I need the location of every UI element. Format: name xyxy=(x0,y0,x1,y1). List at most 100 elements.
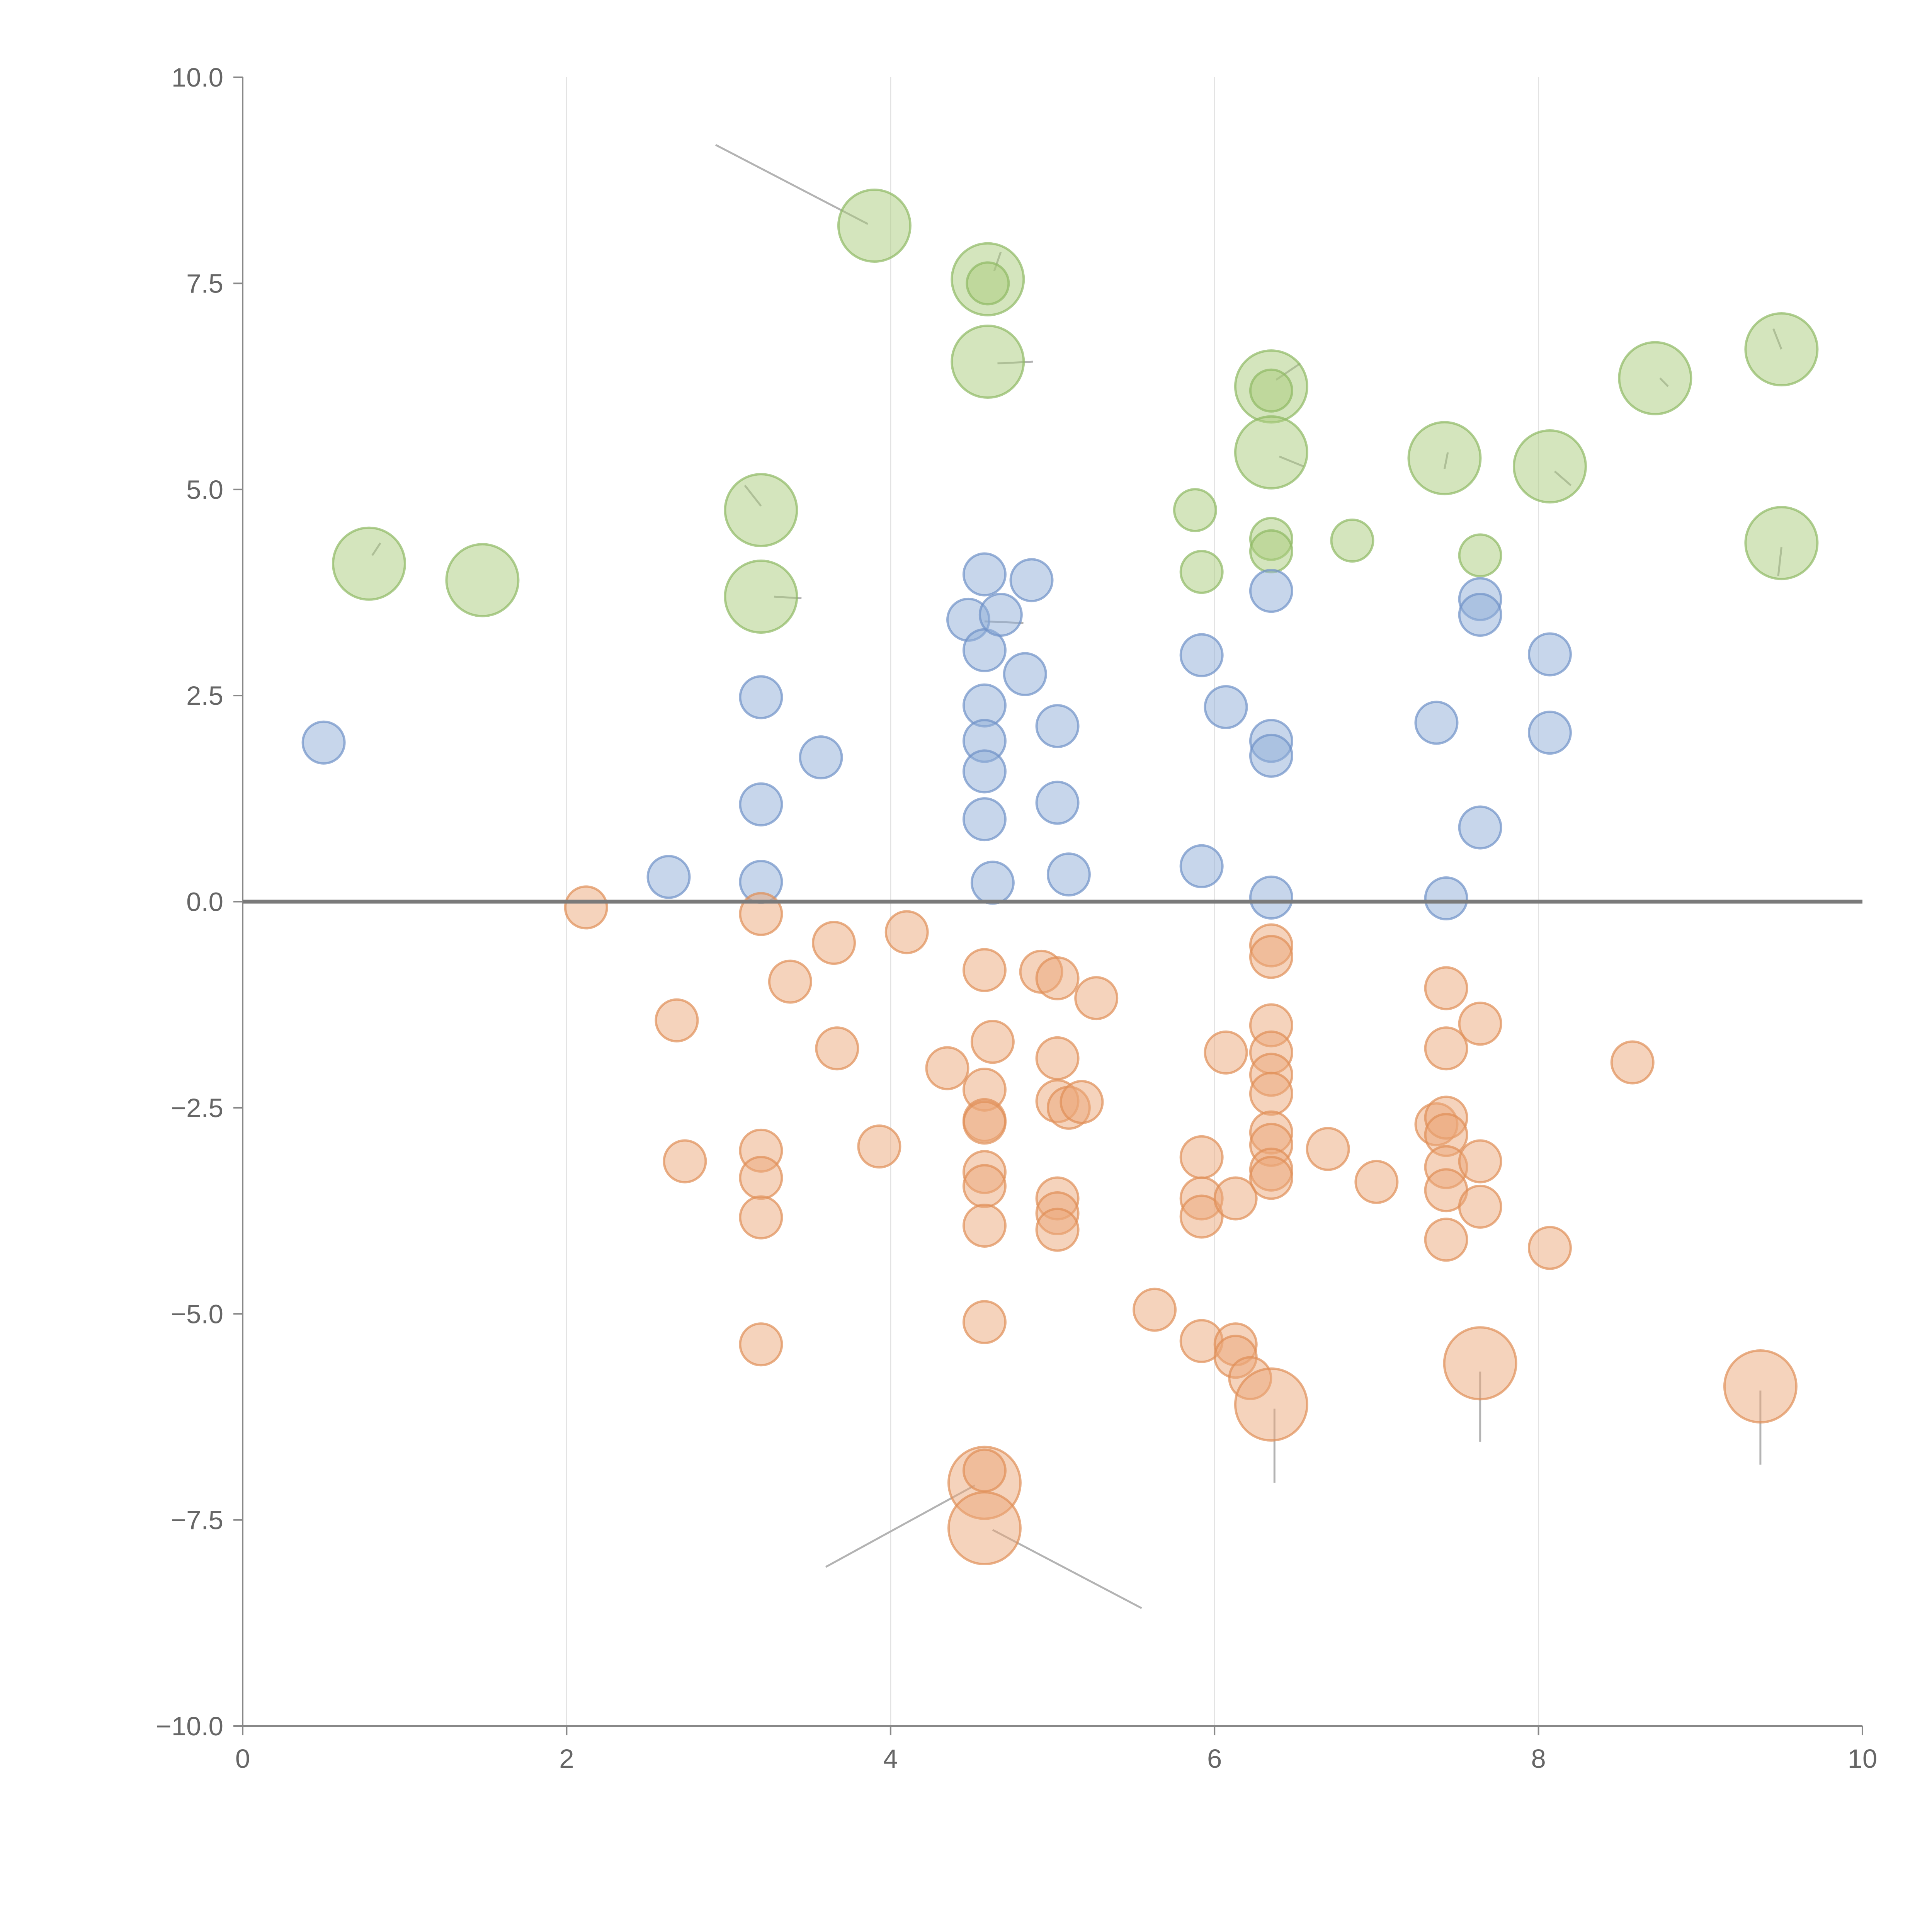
blue-bubble xyxy=(1179,844,1224,888)
blue-bubble xyxy=(739,675,783,719)
orange-bubble xyxy=(1234,1367,1308,1442)
orange-bubble xyxy=(739,892,783,936)
orange-bubble xyxy=(739,1195,783,1240)
orange-bubble xyxy=(1458,1002,1502,1046)
axis-layer xyxy=(233,77,1863,1735)
orange-bubble xyxy=(1424,1218,1468,1262)
blue-bubble xyxy=(978,593,1023,637)
blue-bubble xyxy=(962,552,1007,597)
orange-bubble xyxy=(739,1156,783,1200)
green-bubble xyxy=(1234,415,1308,490)
green-bubble xyxy=(951,325,1025,399)
orange-bubble xyxy=(768,959,812,1004)
orange-bubble xyxy=(739,1322,783,1367)
orange-bubble xyxy=(1035,1208,1080,1252)
orange-bubble xyxy=(1723,1349,1798,1423)
orange-bubble xyxy=(655,998,699,1043)
x-tick-label: 10 xyxy=(1848,1744,1878,1774)
y-tick-label: 7.5 xyxy=(186,269,223,298)
x-tick-label: 8 xyxy=(1531,1744,1546,1774)
y-tick-label: −7.5 xyxy=(171,1505,223,1535)
bubble-layer xyxy=(301,189,1819,1565)
green-bubble xyxy=(1744,506,1819,580)
orange-bubble xyxy=(1424,966,1468,1010)
y-tick-label: 5.0 xyxy=(186,475,223,505)
x-tick-label: 0 xyxy=(235,1744,250,1774)
y-tick-label: 0.0 xyxy=(186,887,223,917)
blue-bubble xyxy=(1249,569,1293,613)
x-tick-label: 4 xyxy=(883,1744,898,1774)
green-bubble xyxy=(1249,529,1293,573)
blue-bubble xyxy=(1527,711,1572,755)
blue-bubble xyxy=(799,735,843,780)
blue-bubble xyxy=(1414,701,1459,745)
orange-bubble xyxy=(663,1139,707,1184)
orange-bubble xyxy=(1249,935,1293,979)
orange-bubble xyxy=(1179,1135,1224,1179)
x-tick-label: 2 xyxy=(559,1744,574,1774)
orange-bubble xyxy=(1354,1160,1399,1204)
green-bubble xyxy=(724,560,798,634)
orange-bubble xyxy=(962,948,1007,992)
orange-bubble xyxy=(1213,1176,1258,1221)
orange-bubble xyxy=(815,1026,859,1071)
tick-label-layer: 0 2 4 6 8 10 10.0 7.5 5.0 2.5 0.0 −2.5 −5.0 −7.5 −10.0 xyxy=(156,63,1877,1774)
annotation-leader-line xyxy=(825,1484,975,1568)
blue-bubble xyxy=(1458,805,1502,850)
orange-bubble xyxy=(962,1300,1007,1344)
green-bubble xyxy=(724,473,798,548)
blue-bubble xyxy=(1249,733,1293,778)
orange-bubble xyxy=(947,1491,1022,1565)
orange-bubble xyxy=(1610,1040,1655,1085)
blue-bubble xyxy=(301,720,346,765)
blue-bubble xyxy=(962,797,1007,842)
green-bubble xyxy=(1512,429,1587,504)
blue-bubble xyxy=(1003,652,1047,696)
orange-bubble xyxy=(1458,1139,1502,1184)
orange-bubble xyxy=(884,910,929,954)
green-bubble xyxy=(837,189,912,263)
orange-bubble xyxy=(1443,1326,1517,1401)
orange-bubble xyxy=(925,1046,969,1090)
green-bubble xyxy=(1173,488,1217,532)
blue-bubble xyxy=(1009,558,1054,602)
orange-bubble xyxy=(1035,1036,1080,1080)
green-bubble xyxy=(1458,533,1502,578)
x-tick-label: 6 xyxy=(1207,1744,1222,1774)
orange-bubble xyxy=(1060,1080,1104,1124)
green-bubble xyxy=(1407,421,1482,495)
orange-bubble xyxy=(1249,1156,1293,1200)
blue-bubble xyxy=(1458,593,1502,637)
orange-bubble xyxy=(962,1203,1007,1248)
y-tick-label: 10.0 xyxy=(172,63,223,92)
green-bubble xyxy=(332,526,406,601)
green-bubble xyxy=(1330,519,1374,563)
green-bubble xyxy=(1179,550,1224,594)
green-bubble xyxy=(1249,368,1293,413)
orange-bubble xyxy=(962,1448,1007,1493)
blue-bubble xyxy=(970,861,1015,905)
orange-bubble xyxy=(1527,1226,1572,1270)
orange-bubble xyxy=(1204,1030,1248,1075)
orange-bubble xyxy=(1458,1184,1502,1229)
blue-bubble xyxy=(1527,632,1572,677)
orange-bubble xyxy=(1306,1127,1350,1171)
orange-bubble xyxy=(1424,1026,1468,1071)
blue-bubble xyxy=(1179,633,1224,677)
green-bubble xyxy=(445,543,520,617)
green-bubble xyxy=(1618,341,1692,415)
orange-bubble xyxy=(564,885,608,930)
y-tick-label: −5.0 xyxy=(171,1299,223,1329)
blue-bubble xyxy=(962,749,1007,794)
orange-bubble xyxy=(1035,956,1080,1000)
y-tick-label: −2.5 xyxy=(171,1093,223,1123)
orange-bubble xyxy=(1133,1287,1177,1332)
blue-bubble xyxy=(1035,781,1080,825)
green-bubble xyxy=(1744,312,1819,387)
blue-bubble xyxy=(646,855,691,899)
orange-bubble xyxy=(1074,976,1119,1020)
blue-bubble xyxy=(1424,876,1468,920)
y-tick-label: 2.5 xyxy=(186,681,223,711)
